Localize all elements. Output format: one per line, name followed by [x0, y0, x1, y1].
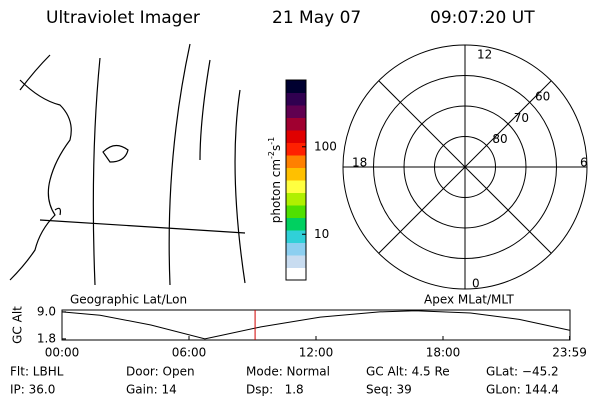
mlt-label: 12	[477, 48, 492, 62]
info-field: IP: 36.0	[10, 383, 55, 397]
x-tick-label: 12:00	[299, 346, 334, 360]
color-step	[286, 155, 306, 168]
x-tick-label: 23:59	[552, 346, 587, 360]
plot-title-right: Apex MLat/MLT	[424, 293, 514, 307]
map	[9, 43, 246, 286]
mlt-label: 18	[352, 156, 367, 170]
info-field: Gain: 14	[126, 383, 177, 397]
color-step	[286, 205, 306, 218]
color-step	[286, 242, 306, 256]
plot-frame	[61, 309, 571, 341]
color-step	[286, 142, 306, 156]
date: 21 May 07	[272, 8, 361, 28]
label-part: -1	[267, 137, 276, 145]
info-field: Mode: Normal	[246, 365, 330, 379]
mlt-label: 0	[472, 277, 480, 291]
info-field: GLat: −45.2	[486, 365, 559, 379]
color-step	[286, 192, 306, 206]
tick-label: 100	[314, 139, 337, 153]
info-field: GC Alt: 4.5 Re	[366, 365, 450, 379]
info-field: Seq: 39	[366, 383, 412, 397]
y-tick-label: 9.0	[37, 304, 56, 318]
label-part: -2	[267, 151, 276, 159]
colorbar-label: photon cm-2s-1	[267, 137, 283, 224]
colorbar-frame	[285, 79, 307, 281]
color-step	[286, 180, 306, 193]
x-tick-label: 18:00	[426, 346, 461, 360]
color-step	[286, 92, 306, 106]
x-tick-label: 06:00	[172, 346, 207, 360]
color-step	[286, 130, 306, 143]
x-tick-label: 00:00	[45, 346, 80, 360]
tick-label: 10	[314, 227, 329, 241]
mlt-label: 6	[580, 156, 588, 170]
color-step	[286, 105, 306, 118]
lat-ring	[434, 136, 496, 198]
y-tick-label: 1.8	[37, 331, 56, 345]
label-part: s	[269, 145, 283, 151]
lat-label: 70	[514, 111, 529, 125]
title: Ultraviolet Imager	[46, 8, 200, 28]
colorbar: 10 100	[285, 79, 337, 281]
altitude-line	[61, 310, 570, 340]
color-step	[286, 255, 306, 268]
lat-ring	[373, 75, 557, 259]
altitude-plot: Geographic Lat/Lon Apex MLat/MLT GC Alt 1.8…	[11, 293, 587, 360]
lat-ring	[403, 105, 527, 229]
time: 09:07:20 UT	[430, 8, 535, 28]
y-axis-label: GC Alt	[11, 306, 25, 344]
color-step	[286, 217, 306, 231]
lat-label: 60	[535, 89, 550, 103]
info-field: Dsp: 1.8	[246, 383, 304, 397]
info-field: Door: Open	[126, 365, 195, 379]
info-field: GLon: 144.4	[486, 383, 559, 397]
color-step	[286, 230, 306, 243]
color-step	[286, 167, 306, 181]
label-part: photon cm	[269, 159, 283, 223]
color-step	[286, 117, 306, 131]
info-panel: Flt: LBHL Door: Open Mode: Normal GC Alt: 4…	[10, 365, 559, 397]
axis	[378, 80, 552, 254]
plot-title-left: Geographic Lat/Lon	[70, 293, 187, 307]
polar-grid	[342, 44, 588, 290]
info-field: Flt: LBHL	[10, 365, 64, 379]
lat-label: 80	[492, 132, 507, 146]
color-step	[286, 267, 306, 281]
color-step	[286, 80, 306, 93]
